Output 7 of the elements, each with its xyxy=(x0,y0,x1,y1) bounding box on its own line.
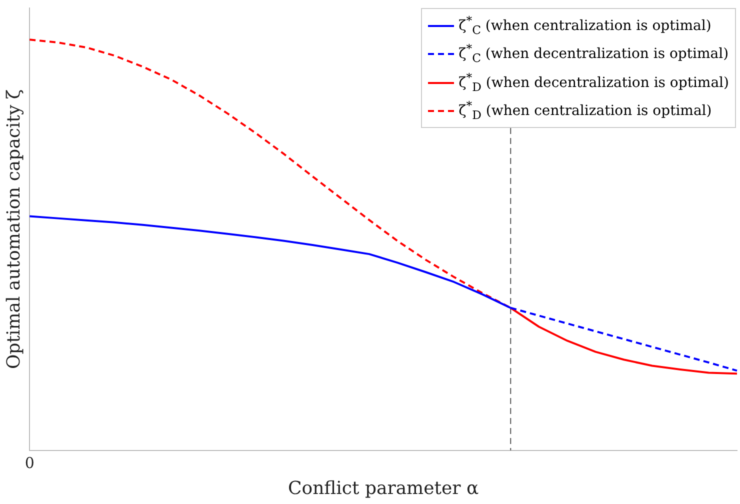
x-axis-title: Conflict parameter α xyxy=(288,478,479,499)
legend-label: ζ$^{*}$$_{C}$ (when centralization is optimal) xyxy=(458,13,712,36)
y-axis-title: Optimal automation capacity ζ xyxy=(3,89,24,370)
text: 0 xyxy=(24,454,34,472)
legend-label: ζ$^{*}$$_{D}$ (when decentralization is optimal) xyxy=(458,70,729,94)
legend-label: ζ$^{*}$$_{C}$ (when decentralization is optimal) xyxy=(458,41,729,65)
legend-label: ζ$^{*}$$_{D}$ (when centralization is optimal) xyxy=(458,98,712,122)
